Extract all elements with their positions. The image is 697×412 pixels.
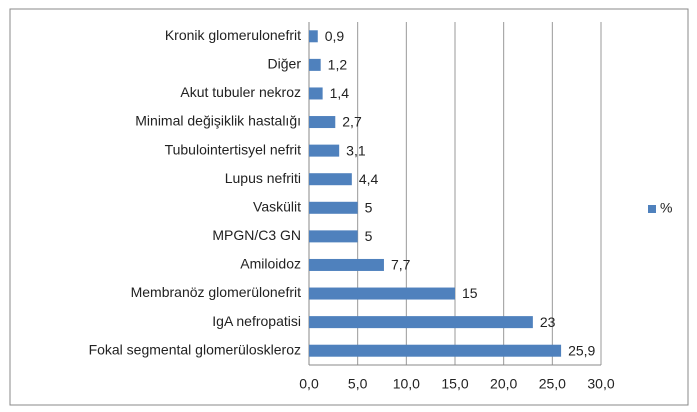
y-tick-label: Minimal değişiklik hastalığı xyxy=(135,113,301,129)
value-label: 2,7 xyxy=(342,114,362,130)
x-tick-label: 25,0 xyxy=(539,376,566,392)
y-tick-label: Akut tubuler nekroz xyxy=(180,84,301,100)
value-label: 25,9 xyxy=(568,342,595,358)
y-tick-label: Fokal segmental glomerüloskleroz xyxy=(89,341,301,357)
value-label: 7,7 xyxy=(391,257,411,273)
bar xyxy=(309,30,318,43)
value-label: 1,4 xyxy=(330,85,350,101)
y-tick-label: Vaskülit xyxy=(253,198,301,214)
x-tick-label: 0,0 xyxy=(299,376,319,392)
x-tick-label: 15,0 xyxy=(441,376,468,392)
legend-label: % xyxy=(660,200,672,216)
value-label: 23 xyxy=(540,314,556,330)
bar xyxy=(309,230,358,243)
bar xyxy=(309,116,336,129)
y-tick-label: Membranöz glomerülonefrit xyxy=(131,284,302,300)
legend-swatch xyxy=(648,205,656,213)
bar xyxy=(309,201,358,214)
x-tick-label: 10,0 xyxy=(393,376,420,392)
bar xyxy=(309,173,352,186)
y-tick-label: Diğer xyxy=(268,56,302,72)
bar xyxy=(309,87,323,100)
value-label: 4,4 xyxy=(359,171,379,187)
x-tick-label: 5,0 xyxy=(348,376,368,392)
bar xyxy=(309,316,533,329)
value-label: 3,1 xyxy=(346,142,366,158)
x-tick-label: 30,0 xyxy=(587,376,614,392)
value-label: 1,2 xyxy=(328,57,348,73)
y-tick-label: MPGN/C3 GN xyxy=(212,227,301,243)
y-tick-label: Tubulointertisyel nefrit xyxy=(165,141,302,157)
x-tick-label: 20,0 xyxy=(490,376,517,392)
bar xyxy=(309,287,455,300)
bar xyxy=(309,144,340,157)
y-tick-label: Lupus nefriti xyxy=(225,170,301,186)
bar xyxy=(309,344,562,357)
value-label: 15 xyxy=(462,285,478,301)
y-tick-label: Amiloidoz xyxy=(240,256,301,272)
value-label: 5 xyxy=(365,228,373,244)
bar xyxy=(309,258,384,271)
bar xyxy=(309,58,321,71)
value-label: 0,9 xyxy=(325,28,345,44)
value-label: 5 xyxy=(365,199,373,215)
y-tick-label: IgA nefropatisi xyxy=(212,313,301,329)
y-tick-label: Kronik glomerulonefrit xyxy=(165,27,301,43)
